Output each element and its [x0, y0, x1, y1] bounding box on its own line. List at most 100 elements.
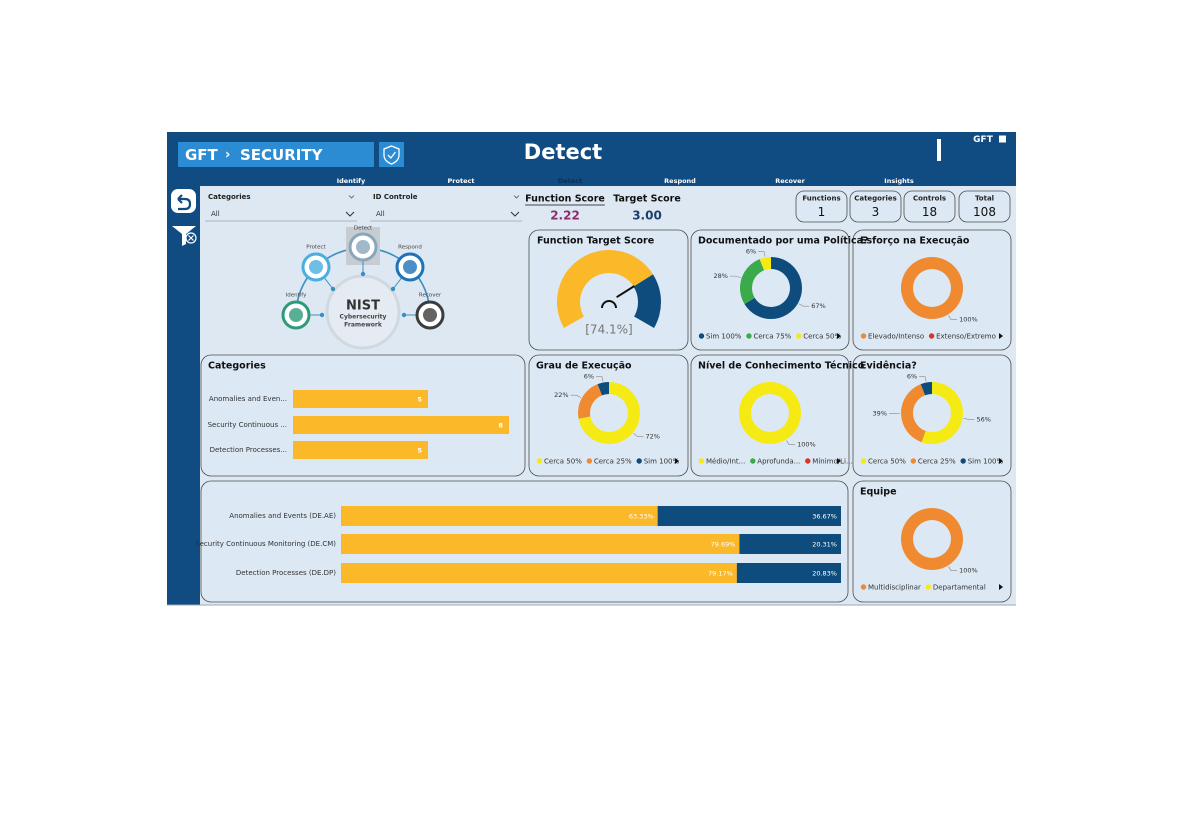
legend-marker[interactable] — [536, 458, 543, 464]
score-value: 2.22 — [550, 209, 580, 223]
legend-label[interactable]: Cerca 25% — [918, 458, 956, 466]
panel — [200, 354, 526, 477]
bar-value: 20.31% — [812, 541, 837, 549]
legend-label[interactable]: Cerca 50% — [803, 333, 841, 341]
data-label: 72% — [646, 433, 660, 441]
legend-label[interactable]: Extenso/Extremo — [936, 333, 996, 341]
bar — [293, 390, 428, 408]
panel — [528, 354, 689, 477]
legend-marker[interactable] — [860, 584, 867, 590]
back-icon — [177, 194, 192, 211]
legend-next[interactable] — [675, 458, 679, 464]
sidebar — [167, 186, 200, 605]
legend-label[interactable]: Cerca 25% — [594, 458, 632, 466]
legend-marker[interactable] — [928, 333, 935, 339]
gauge-value — [557, 250, 654, 328]
filter-value[interactable]: All — [376, 210, 385, 218]
legend-label[interactable]: Médio/Int... — [706, 458, 745, 466]
leader-line — [798, 303, 810, 307]
legend-next[interactable] — [999, 333, 1003, 339]
legend-label[interactable]: Departamental — [933, 584, 986, 592]
legend-marker[interactable] — [636, 458, 642, 464]
stacked-bar — [739, 534, 841, 554]
legend-marker[interactable] — [925, 584, 932, 590]
legend-marker[interactable] — [586, 458, 593, 464]
nav-link[interactable]: Insights — [884, 177, 914, 185]
panel — [690, 229, 850, 351]
chevron[interactable] — [345, 211, 355, 217]
stacked-bar — [657, 506, 841, 526]
node-dot — [401, 312, 407, 318]
nist-subtitle: Framework — [344, 322, 383, 329]
stacked-bar — [341, 534, 740, 554]
brand-box[interactable] — [178, 142, 374, 167]
legend-label[interactable]: Mínimo/Li... — [812, 458, 852, 466]
nav-link[interactable]: Respond — [664, 177, 696, 185]
scores: Function Score 2.22 Target Score 3.00 — [525, 194, 681, 223]
chevron[interactable] — [510, 211, 520, 217]
legend-marker[interactable] — [746, 333, 752, 339]
legend-label[interactable]: Cerca 50% — [868, 458, 906, 466]
gauge-needle — [616, 285, 635, 299]
bar — [293, 441, 428, 459]
nav-link[interactable]: Detect — [558, 177, 582, 185]
legend-marker[interactable] — [750, 458, 756, 464]
score-label: Target Score — [613, 194, 681, 205]
legend-label[interactable]: Multidisciplinar — [868, 584, 921, 592]
legend-marker[interactable] — [698, 458, 705, 464]
legend-marker[interactable] — [960, 458, 966, 464]
filter-label: Categories — [208, 193, 251, 201]
panel-title: Function Target Score — [537, 236, 654, 247]
legend-marker[interactable] — [796, 333, 802, 339]
legend-next[interactable] — [999, 458, 1003, 464]
leader-line — [963, 418, 975, 420]
bar-value: 20.83% — [812, 570, 837, 578]
leader-line — [596, 376, 604, 382]
node-dot — [360, 271, 366, 277]
header-bar — [937, 139, 941, 161]
legend-label[interactable]: Sim 100% — [968, 458, 1004, 466]
stacked-bar — [736, 563, 841, 583]
panel-title: Esforço na Execução — [860, 236, 970, 247]
gauge-track — [633, 274, 661, 328]
legend-marker[interactable] — [805, 458, 811, 464]
data-label: 6% — [907, 373, 917, 381]
data-label: 56% — [976, 415, 990, 423]
brand-separator: › — [225, 148, 230, 163]
legend-marker[interactable] — [860, 458, 867, 464]
brand: GFT — [185, 146, 219, 164]
leader-line — [786, 440, 796, 446]
legend-label[interactable]: Sim 100% — [644, 458, 680, 466]
donut-slice — [759, 257, 771, 271]
clear-x — [188, 235, 194, 241]
donut-slice — [744, 257, 803, 319]
function-label: Respond — [398, 245, 422, 251]
legend-marker[interactable] — [698, 333, 705, 339]
panel — [690, 354, 850, 477]
legend-marker[interactable] — [910, 458, 917, 464]
bar-value: 79.17% — [708, 570, 733, 578]
nav-link[interactable]: Identify — [337, 177, 366, 185]
nav-link[interactable]: Recover — [775, 177, 805, 185]
filter-value[interactable]: All — [211, 210, 220, 218]
leader-line — [948, 315, 958, 321]
nav-link[interactable]: Protect — [448, 177, 475, 185]
nav-bar: Identify Protect Detect Respond Recover Insig… — [337, 177, 914, 185]
legend-label[interactable]: Elevado/Intenso — [868, 333, 924, 341]
legend-label[interactable]: Cerca 50% — [544, 458, 582, 466]
filter-clear-button[interactable] — [172, 226, 196, 246]
legend-next[interactable] — [837, 333, 841, 339]
legend-label[interactable]: Sim 100% — [706, 333, 742, 341]
legend-marker[interactable] — [860, 333, 867, 339]
legend-next[interactable] — [837, 458, 841, 464]
legend-label[interactable]: Cerca 75% — [753, 333, 791, 341]
score-label[interactable]: Function Score — [525, 194, 605, 205]
data-label: 100% — [797, 441, 816, 449]
logo-square — [999, 135, 1006, 143]
panel-title: Categories — [208, 361, 266, 372]
count-value: 1 — [818, 205, 826, 219]
legend-label[interactable]: Aprofunda... — [757, 458, 800, 466]
legend-next[interactable] — [999, 584, 1003, 590]
category-label: Detection Processes... — [210, 446, 287, 454]
